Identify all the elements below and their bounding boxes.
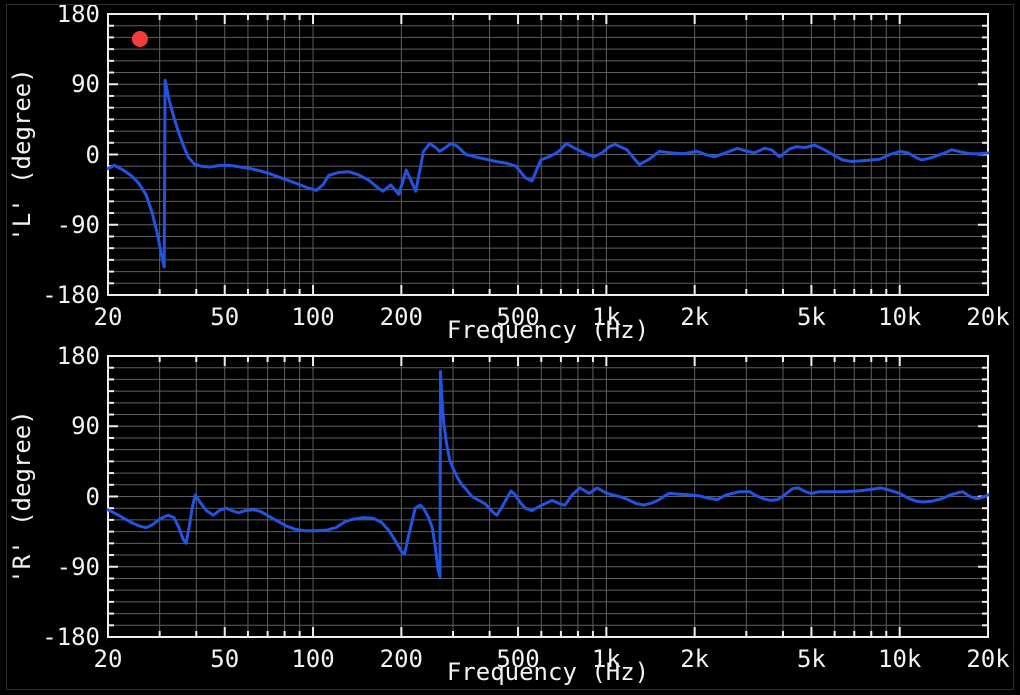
phase-curve-R: [106, 370, 990, 579]
y-tick-label: 0: [85, 482, 100, 511]
x-tick-label: 20k: [966, 303, 1010, 331]
y-tick-label: 0: [85, 140, 100, 169]
x-tick-label: 50: [210, 303, 240, 331]
x-tick-label: 2k: [680, 645, 710, 673]
x-tick-label: 50: [210, 645, 240, 673]
x-tick-label: 5k: [796, 645, 826, 673]
x-tick-label: 1k: [591, 303, 621, 331]
x-tick-label: 20: [93, 303, 123, 331]
x-tick-label: 20: [93, 645, 123, 673]
x-tick-label: 100: [291, 303, 335, 331]
x-tick-label: 10k: [878, 645, 922, 673]
plot-frame: [107, 13, 989, 296]
x-tick-label: 2k: [680, 303, 710, 331]
y-tick-label: 90: [71, 412, 100, 441]
x-tick-label: 200: [379, 303, 423, 331]
x-tick-label: 5k: [796, 303, 826, 331]
y-tick-label: -180: [42, 623, 100, 651]
y-tick-label: 180: [56, 0, 100, 28]
y-tick-label: 180: [56, 342, 100, 370]
x-tick-label: 100: [291, 645, 335, 673]
y-tick-label: -90: [56, 552, 100, 581]
x-tick-label: 500: [496, 303, 540, 331]
y-tick-label: 90: [71, 70, 100, 99]
x-axis-label-bottom: Frequency (Hz): [446, 658, 650, 686]
x-tick-label: 1k: [591, 645, 621, 673]
red-status-dot: [131, 30, 148, 47]
y-tick-label: -180: [42, 281, 100, 309]
y-tick-label: -90: [56, 210, 100, 239]
phase-curve-L: [106, 78, 990, 269]
x-axis-label-top: Frequency (Hz): [446, 316, 650, 344]
x-tick-label: 10k: [878, 303, 922, 331]
x-tick-label: 500: [496, 645, 540, 673]
x-tick-label: 200: [379, 645, 423, 673]
x-tick-label: 20k: [966, 645, 1010, 673]
